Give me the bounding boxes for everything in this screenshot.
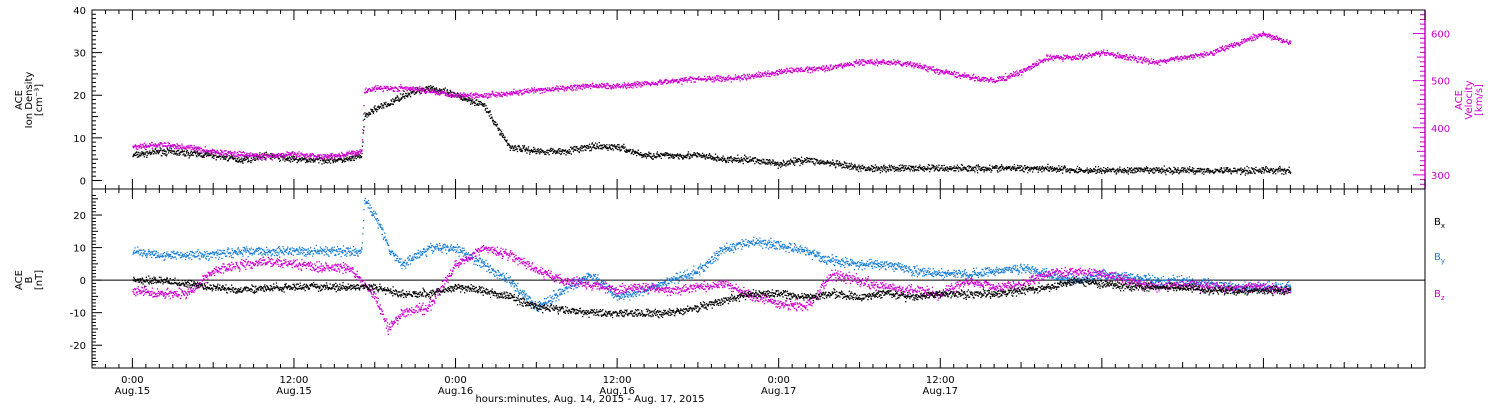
density-tick-label: 10 bbox=[73, 134, 86, 145]
b-tick-label: 20 bbox=[73, 211, 86, 222]
x-tick-time: 12:00 bbox=[280, 375, 309, 386]
x-tick-date: Aug.15 bbox=[115, 386, 150, 397]
x-tick-date: Aug.16 bbox=[438, 386, 473, 397]
x-tick-time: 12:00 bbox=[603, 375, 632, 386]
b-tick-label: -20 bbox=[70, 341, 86, 352]
velocity-tick-label: 600 bbox=[1431, 30, 1450, 41]
x-tick-date: Aug.16 bbox=[599, 386, 634, 397]
velocity-axis-title: Velocity bbox=[1464, 80, 1475, 119]
density-tick-label: 40 bbox=[73, 6, 86, 17]
velocity-tick-label: 400 bbox=[1431, 124, 1450, 135]
b-axis-title: B bbox=[24, 276, 35, 283]
b-axis-title: [nT] bbox=[34, 270, 45, 290]
x-tick-date: Aug.17 bbox=[923, 386, 958, 397]
x-tick-time: 12:00 bbox=[926, 375, 955, 386]
x-tick-time: 0:00 bbox=[767, 375, 789, 386]
x-tick-time: 0:00 bbox=[444, 375, 466, 386]
velocity-series bbox=[132, 31, 1292, 161]
density-tick-label: 0 bbox=[80, 176, 86, 187]
x-axis-title: hours:minutes, Aug. 14, 2015 - Aug. 17, … bbox=[475, 394, 705, 405]
velocity-axis-title: [km/s] bbox=[1474, 84, 1485, 116]
density-axis-title: ACE bbox=[14, 90, 25, 110]
density-axis-title: [cm⁻³] bbox=[34, 84, 45, 116]
b-axis-title: ACE bbox=[14, 270, 25, 290]
by-series bbox=[132, 197, 1292, 312]
bx-series bbox=[132, 275, 1292, 319]
density-tick-label: 30 bbox=[73, 49, 86, 60]
density-tick-label: 20 bbox=[73, 91, 86, 102]
density-axis-title: Ion Density bbox=[24, 72, 35, 129]
bz-series bbox=[132, 245, 1292, 335]
legend-bx: Bx bbox=[1434, 217, 1445, 230]
b-tick-label: 10 bbox=[73, 244, 86, 255]
velocity-tick-label: 300 bbox=[1431, 171, 1450, 182]
b-tick-label: 0 bbox=[80, 276, 86, 287]
x-tick-time: 0:00 bbox=[121, 375, 143, 386]
x-tick-date: Aug.17 bbox=[761, 386, 796, 397]
ion-density-series bbox=[132, 85, 1292, 176]
legend-by: By bbox=[1434, 252, 1445, 265]
legend-bz: Bz bbox=[1434, 289, 1445, 302]
x-tick-date: Aug.15 bbox=[276, 386, 311, 397]
velocity-tick-label: 500 bbox=[1431, 77, 1450, 88]
b-tick-label: -10 bbox=[70, 309, 86, 320]
velocity-axis-title: ACE bbox=[1454, 90, 1465, 110]
bottom-panel-frame bbox=[91, 188, 1426, 369]
